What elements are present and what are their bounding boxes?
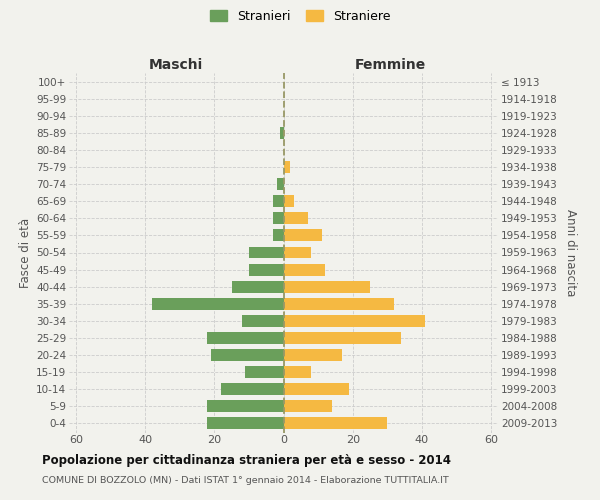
Text: Popolazione per cittadinanza straniera per età e sesso - 2014: Popolazione per cittadinanza straniera p… xyxy=(42,454,451,467)
Bar xyxy=(284,280,370,292)
Bar xyxy=(284,212,308,224)
Bar xyxy=(284,246,311,258)
Bar xyxy=(284,417,387,429)
Text: Maschi: Maschi xyxy=(149,58,203,71)
Bar xyxy=(273,212,284,224)
Text: COMUNE DI BOZZOLO (MN) - Dati ISTAT 1° gennaio 2014 - Elaborazione TUTTITALIA.IT: COMUNE DI BOZZOLO (MN) - Dati ISTAT 1° g… xyxy=(42,476,449,485)
Y-axis label: Fasce di età: Fasce di età xyxy=(19,218,32,288)
Bar xyxy=(249,264,284,276)
Bar xyxy=(211,349,284,361)
Bar xyxy=(249,246,284,258)
Bar xyxy=(284,161,290,173)
Bar xyxy=(284,315,425,326)
Bar xyxy=(284,264,325,276)
Bar xyxy=(152,298,284,310)
Y-axis label: Anni di nascita: Anni di nascita xyxy=(564,209,577,296)
Bar xyxy=(284,332,401,344)
Bar xyxy=(242,315,284,326)
Bar xyxy=(284,349,343,361)
Bar xyxy=(284,196,294,207)
Bar xyxy=(284,366,311,378)
Bar xyxy=(273,196,284,207)
Bar xyxy=(245,366,284,378)
Bar xyxy=(284,383,349,395)
Bar xyxy=(280,127,284,139)
Bar xyxy=(277,178,284,190)
Bar xyxy=(208,400,284,412)
Bar xyxy=(208,417,284,429)
Legend: Stranieri, Straniere: Stranieri, Straniere xyxy=(206,6,394,26)
Bar xyxy=(208,332,284,344)
Bar xyxy=(284,298,394,310)
Bar xyxy=(284,400,332,412)
Bar xyxy=(284,230,322,241)
Bar xyxy=(232,280,284,292)
Bar xyxy=(273,230,284,241)
Text: Femmine: Femmine xyxy=(355,58,427,71)
Bar xyxy=(221,383,284,395)
